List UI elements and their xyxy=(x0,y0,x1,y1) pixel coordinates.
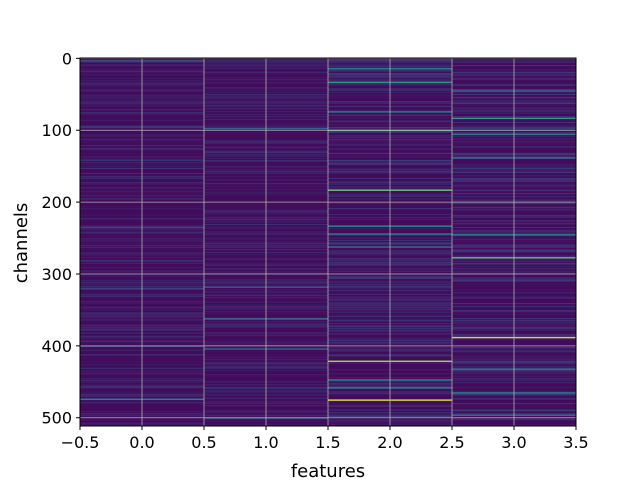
y-tick-label: 0 xyxy=(62,49,72,68)
x-tick-label: 2.5 xyxy=(439,433,464,452)
x-tick-label: 1.5 xyxy=(315,433,340,452)
x-axis: −0.5 0.0 0.5 1.0 1.5 2.0 2.5 3.0 3.5 xyxy=(61,426,589,452)
x-tick-label: 2.0 xyxy=(377,433,402,452)
x-tick-label: 3.0 xyxy=(501,433,526,452)
x-tick-label: 0.0 xyxy=(129,433,154,452)
x-axis-label: features xyxy=(291,461,365,480)
y-tick-label: 300 xyxy=(41,265,72,284)
y-tick-label: 500 xyxy=(41,409,72,428)
x-tick-label: −0.5 xyxy=(61,433,100,452)
y-tick-label: 200 xyxy=(41,193,72,212)
x-tick-label: 3.5 xyxy=(563,433,588,452)
y-tick-label: 100 xyxy=(41,121,72,140)
y-tick-label: 400 xyxy=(41,337,72,356)
x-tick-label: 1.0 xyxy=(253,433,278,452)
grid-lines xyxy=(79,57,577,426)
y-axis-label: channels xyxy=(11,203,32,284)
x-tick-label: 0.5 xyxy=(191,433,216,452)
y-axis: 0 100 200 300 400 500 xyxy=(41,49,80,428)
